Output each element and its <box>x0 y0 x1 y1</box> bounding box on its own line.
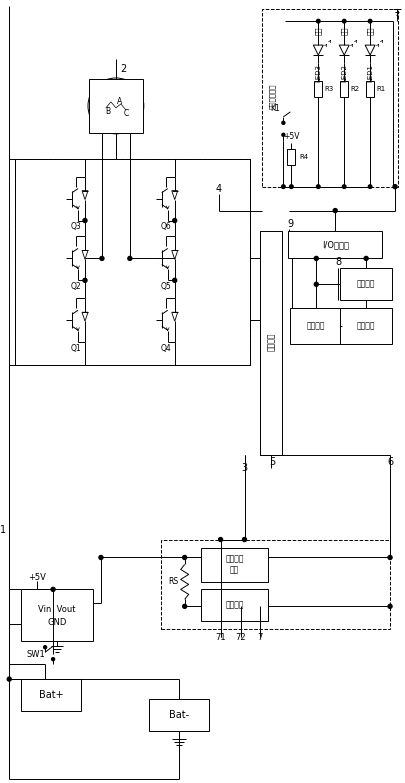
Text: A: A <box>117 97 122 106</box>
Text: Q4: Q4 <box>160 344 171 352</box>
Text: 三档: 三档 <box>314 27 321 35</box>
Circle shape <box>313 283 318 287</box>
Bar <box>21 590 93 641</box>
Circle shape <box>172 278 176 283</box>
Circle shape <box>83 218 87 222</box>
Text: 72: 72 <box>234 633 245 642</box>
Text: 2: 2 <box>119 64 126 74</box>
Circle shape <box>341 20 345 23</box>
Bar <box>260 230 282 455</box>
Text: 8: 8 <box>334 258 341 268</box>
Bar <box>200 590 268 621</box>
Bar <box>287 149 294 164</box>
Text: Bat+: Bat+ <box>39 690 63 700</box>
Text: 电压采集
模块: 电压采集 模块 <box>225 555 243 574</box>
Circle shape <box>363 256 367 261</box>
Text: 3: 3 <box>241 463 247 473</box>
Circle shape <box>387 555 391 560</box>
Circle shape <box>281 185 284 189</box>
Text: Q2: Q2 <box>70 282 81 290</box>
Text: K1: K1 <box>270 104 279 114</box>
Circle shape <box>172 218 176 222</box>
Circle shape <box>51 658 54 661</box>
Text: +5V: +5V <box>282 132 299 141</box>
Circle shape <box>313 256 318 261</box>
Text: 4: 4 <box>215 184 221 193</box>
Circle shape <box>387 604 391 608</box>
Text: LED3: LED3 <box>315 64 320 82</box>
Circle shape <box>333 208 337 212</box>
Text: B: B <box>105 107 110 117</box>
Text: 71: 71 <box>215 633 225 642</box>
Text: 驱动模块: 驱动模块 <box>266 333 275 352</box>
Bar <box>89 79 143 133</box>
Bar <box>339 269 391 301</box>
Circle shape <box>316 20 319 23</box>
Bar <box>21 679 81 711</box>
Text: 5: 5 <box>269 456 275 467</box>
Bar <box>15 159 250 365</box>
Circle shape <box>281 133 284 136</box>
Text: 9: 9 <box>287 218 293 229</box>
Text: 二档: 二档 <box>340 27 347 35</box>
Text: 计时单元: 计时单元 <box>356 322 375 330</box>
Text: 一档: 一档 <box>366 27 373 35</box>
Circle shape <box>99 555 103 560</box>
Bar <box>339 81 347 97</box>
Text: 滤波单元: 滤波单元 <box>225 601 243 610</box>
Circle shape <box>392 185 396 189</box>
Text: SW1: SW1 <box>26 650 45 659</box>
Circle shape <box>182 555 186 560</box>
Bar <box>149 699 208 731</box>
Circle shape <box>218 538 222 542</box>
Circle shape <box>51 587 55 591</box>
Bar <box>313 81 322 97</box>
Bar <box>339 309 391 345</box>
Text: R1: R1 <box>375 86 384 92</box>
Circle shape <box>100 256 104 261</box>
Text: 档位切换模块: 档位切换模块 <box>269 83 275 109</box>
Text: Q3: Q3 <box>70 222 81 231</box>
Circle shape <box>7 677 11 681</box>
Bar <box>365 81 373 97</box>
Text: R2: R2 <box>349 86 358 92</box>
Text: 7: 7 <box>257 633 262 642</box>
Bar <box>200 547 268 583</box>
Text: 运算模块: 运算模块 <box>306 322 325 330</box>
Text: LED2: LED2 <box>340 64 346 82</box>
Bar <box>290 309 341 345</box>
Text: RS: RS <box>168 577 178 586</box>
Text: 存储单元: 存储单元 <box>356 280 375 289</box>
Text: +5V: +5V <box>28 573 46 582</box>
Circle shape <box>367 20 371 23</box>
Text: Q5: Q5 <box>160 282 171 290</box>
Text: Q6: Q6 <box>160 222 171 231</box>
Bar <box>262 9 397 186</box>
Text: C: C <box>123 110 128 118</box>
Bar <box>288 230 381 258</box>
Text: GND: GND <box>47 618 66 626</box>
Circle shape <box>289 185 292 189</box>
Circle shape <box>281 121 284 124</box>
Circle shape <box>367 185 371 189</box>
Circle shape <box>182 604 186 608</box>
Text: 6: 6 <box>386 456 392 467</box>
Text: I/O口模块: I/O口模块 <box>321 240 348 249</box>
Text: R4: R4 <box>298 153 308 160</box>
Text: Q1: Q1 <box>70 344 81 352</box>
Text: LED1: LED1 <box>366 64 372 82</box>
Text: Vin  Vout: Vin Vout <box>38 604 76 614</box>
Text: Bat-: Bat- <box>168 710 188 720</box>
Circle shape <box>316 185 319 189</box>
Circle shape <box>83 278 87 283</box>
Circle shape <box>242 538 246 542</box>
Text: 1: 1 <box>0 525 6 535</box>
Bar <box>160 539 389 630</box>
Circle shape <box>128 256 132 261</box>
Circle shape <box>43 646 47 648</box>
Circle shape <box>341 185 345 189</box>
Text: R3: R3 <box>324 86 333 92</box>
